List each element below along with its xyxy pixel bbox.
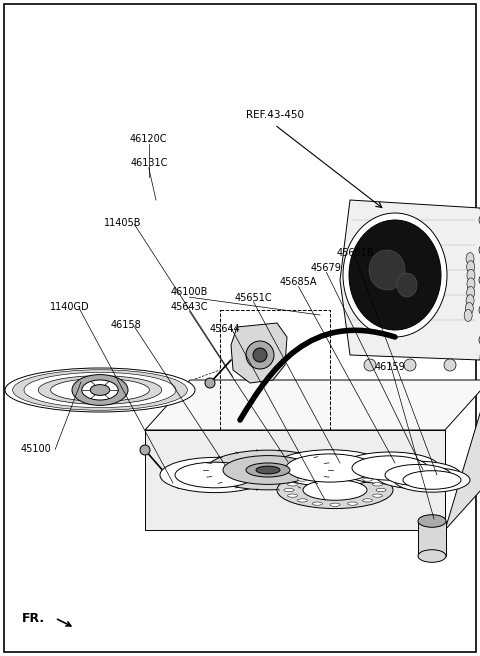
Text: 45643C: 45643C xyxy=(171,302,208,312)
Ellipse shape xyxy=(5,368,195,412)
Text: 46159: 46159 xyxy=(374,362,405,373)
Ellipse shape xyxy=(256,466,280,474)
Ellipse shape xyxy=(479,304,480,316)
Ellipse shape xyxy=(343,213,447,337)
Ellipse shape xyxy=(284,489,294,491)
Ellipse shape xyxy=(82,380,118,400)
Ellipse shape xyxy=(362,478,372,482)
Polygon shape xyxy=(231,323,287,383)
Ellipse shape xyxy=(467,270,475,281)
Ellipse shape xyxy=(140,445,150,455)
Text: 45651C: 45651C xyxy=(235,293,272,304)
Ellipse shape xyxy=(479,244,480,256)
Ellipse shape xyxy=(466,253,474,264)
Ellipse shape xyxy=(38,376,162,404)
Ellipse shape xyxy=(467,287,475,298)
FancyArrowPatch shape xyxy=(58,619,71,626)
Ellipse shape xyxy=(479,274,480,286)
Ellipse shape xyxy=(312,502,323,505)
Ellipse shape xyxy=(246,463,290,477)
Polygon shape xyxy=(145,380,480,430)
Ellipse shape xyxy=(50,379,149,401)
Ellipse shape xyxy=(352,456,428,480)
Text: 45651B: 45651B xyxy=(336,247,374,258)
Ellipse shape xyxy=(385,464,451,485)
Polygon shape xyxy=(340,200,480,360)
Polygon shape xyxy=(445,380,480,530)
Ellipse shape xyxy=(298,499,308,502)
Ellipse shape xyxy=(160,457,270,493)
Ellipse shape xyxy=(404,359,416,371)
Text: 46120C: 46120C xyxy=(130,134,168,144)
Bar xyxy=(418,521,446,556)
Ellipse shape xyxy=(90,384,110,396)
Ellipse shape xyxy=(364,359,376,371)
Text: 46131C: 46131C xyxy=(130,157,168,168)
Ellipse shape xyxy=(288,494,298,497)
Ellipse shape xyxy=(375,461,461,489)
Polygon shape xyxy=(145,430,445,530)
Ellipse shape xyxy=(397,273,417,297)
Ellipse shape xyxy=(467,278,475,290)
Text: 45100: 45100 xyxy=(21,444,51,455)
Ellipse shape xyxy=(349,220,441,330)
Ellipse shape xyxy=(288,483,298,486)
Ellipse shape xyxy=(205,378,215,388)
Ellipse shape xyxy=(418,515,446,527)
Ellipse shape xyxy=(298,478,308,482)
Ellipse shape xyxy=(444,359,456,371)
Ellipse shape xyxy=(466,295,474,307)
Text: 1140GD: 1140GD xyxy=(50,302,89,312)
Ellipse shape xyxy=(223,456,313,484)
Ellipse shape xyxy=(467,261,475,273)
Ellipse shape xyxy=(72,375,128,405)
Text: 45644: 45644 xyxy=(209,324,240,335)
Text: REF.43-450: REF.43-450 xyxy=(246,110,303,120)
Ellipse shape xyxy=(465,302,473,314)
Ellipse shape xyxy=(175,462,255,488)
Ellipse shape xyxy=(312,475,323,478)
Ellipse shape xyxy=(418,550,446,562)
Ellipse shape xyxy=(394,468,470,492)
Text: 45679: 45679 xyxy=(311,262,342,273)
Ellipse shape xyxy=(403,471,461,489)
Ellipse shape xyxy=(24,373,176,407)
Ellipse shape xyxy=(348,502,358,505)
Text: 11405B: 11405B xyxy=(104,218,141,228)
Ellipse shape xyxy=(479,214,480,226)
Ellipse shape xyxy=(376,489,386,491)
Ellipse shape xyxy=(479,334,480,346)
Ellipse shape xyxy=(303,480,367,501)
Text: 45685A: 45685A xyxy=(280,277,317,287)
Ellipse shape xyxy=(206,450,330,490)
Ellipse shape xyxy=(369,250,405,290)
Ellipse shape xyxy=(253,348,267,362)
Ellipse shape xyxy=(246,341,274,369)
Ellipse shape xyxy=(464,310,472,321)
Ellipse shape xyxy=(372,483,383,486)
Ellipse shape xyxy=(348,475,358,478)
Text: 46100B: 46100B xyxy=(171,287,208,297)
Ellipse shape xyxy=(362,499,372,502)
Ellipse shape xyxy=(372,494,383,497)
Ellipse shape xyxy=(340,452,440,484)
Ellipse shape xyxy=(273,450,387,486)
Bar xyxy=(220,310,330,430)
Ellipse shape xyxy=(12,370,187,410)
Ellipse shape xyxy=(330,503,340,506)
Ellipse shape xyxy=(286,454,374,482)
Text: 46158: 46158 xyxy=(110,319,141,330)
Ellipse shape xyxy=(277,472,393,508)
Text: FR.: FR. xyxy=(22,611,45,625)
Ellipse shape xyxy=(330,474,340,477)
